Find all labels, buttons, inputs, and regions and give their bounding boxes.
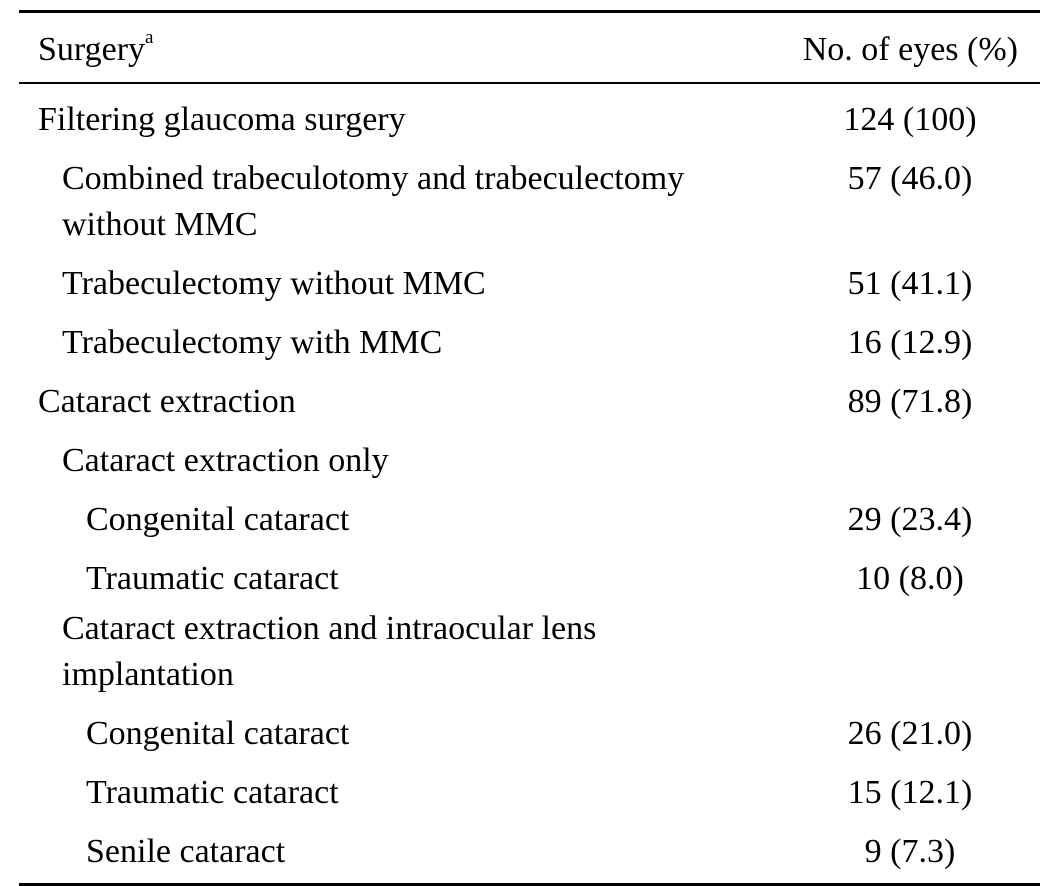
table-header-row: Surgerya No. of eyes (%) xyxy=(19,13,1040,82)
top-rule xyxy=(19,10,1040,13)
row-value: 89 (71.8) xyxy=(847,382,973,420)
row-label: Combined trabeculotomy and trabeculectom… xyxy=(62,159,685,243)
table-row: Traumatic cataract 15 (12.1) xyxy=(19,766,1040,825)
row-value: 16 (12.9) xyxy=(847,323,973,361)
row-value: 9 (7.3) xyxy=(864,832,956,870)
header-rule xyxy=(19,82,1040,84)
row-label: Filtering glaucoma surgery xyxy=(38,100,406,138)
row-label: Congenital cataract xyxy=(86,500,350,538)
header-footnote-marker: a xyxy=(145,27,154,48)
table-row: Combined trabeculotomy and trabeculectom… xyxy=(19,152,1040,257)
table-row: Traumatic cataract 10 (8.0) xyxy=(19,552,1040,602)
table-body: Filtering glaucoma surgery 124 (100) Com… xyxy=(19,84,1040,883)
row-label: Trabeculectomy with MMC xyxy=(62,323,443,361)
row-label: Senile cataract xyxy=(86,832,286,870)
row-label: Cataract extraction only xyxy=(62,441,389,479)
row-label: Cataract extraction xyxy=(38,382,296,420)
row-value: 15 (12.1) xyxy=(847,773,973,811)
row-label: Congenital cataract xyxy=(86,714,350,752)
table-row: Trabeculectomy with MMC 16 (12.9) xyxy=(19,316,1040,375)
bottom-rule xyxy=(19,882,1040,886)
row-value: 10 (8.0) xyxy=(856,559,964,597)
surgery-table: Surgerya No. of eyes (%) Filtering glauc… xyxy=(19,10,1040,886)
table-row: Trabeculectomy without MMC 51 (41.1) xyxy=(19,257,1040,316)
table-row: Congenital cataract 26 (21.0) xyxy=(19,707,1040,766)
row-value: 124 (100) xyxy=(843,100,977,138)
row-label: Cataract extraction and intraocular lens… xyxy=(62,609,597,693)
row-value: 29 (23.4) xyxy=(847,500,973,538)
row-value: 57 (46.0) xyxy=(847,159,973,197)
table-row: Senile cataract 9 (7.3) xyxy=(19,825,1040,875)
header-surgery: Surgerya xyxy=(19,27,758,73)
row-label: Trabeculectomy without MMC xyxy=(62,264,486,302)
header-surgery-text: Surgery xyxy=(38,31,146,68)
table-row: Cataract extraction and intraocular lens… xyxy=(19,602,1040,707)
table-row: Cataract extraction only xyxy=(19,434,1040,493)
table-row: Filtering glaucoma surgery 124 (100) xyxy=(19,93,1040,152)
row-label: Traumatic cataract xyxy=(86,773,339,811)
row-value: 51 (41.1) xyxy=(847,264,973,302)
table-row: Congenital cataract 29 (23.4) xyxy=(19,493,1040,552)
header-no-of-eyes: No. of eyes (%) xyxy=(802,31,1018,68)
row-label: Traumatic cataract xyxy=(86,559,339,597)
row-value: 26 (21.0) xyxy=(847,714,973,752)
table-row: Cataract extraction 89 (71.8) xyxy=(19,375,1040,434)
